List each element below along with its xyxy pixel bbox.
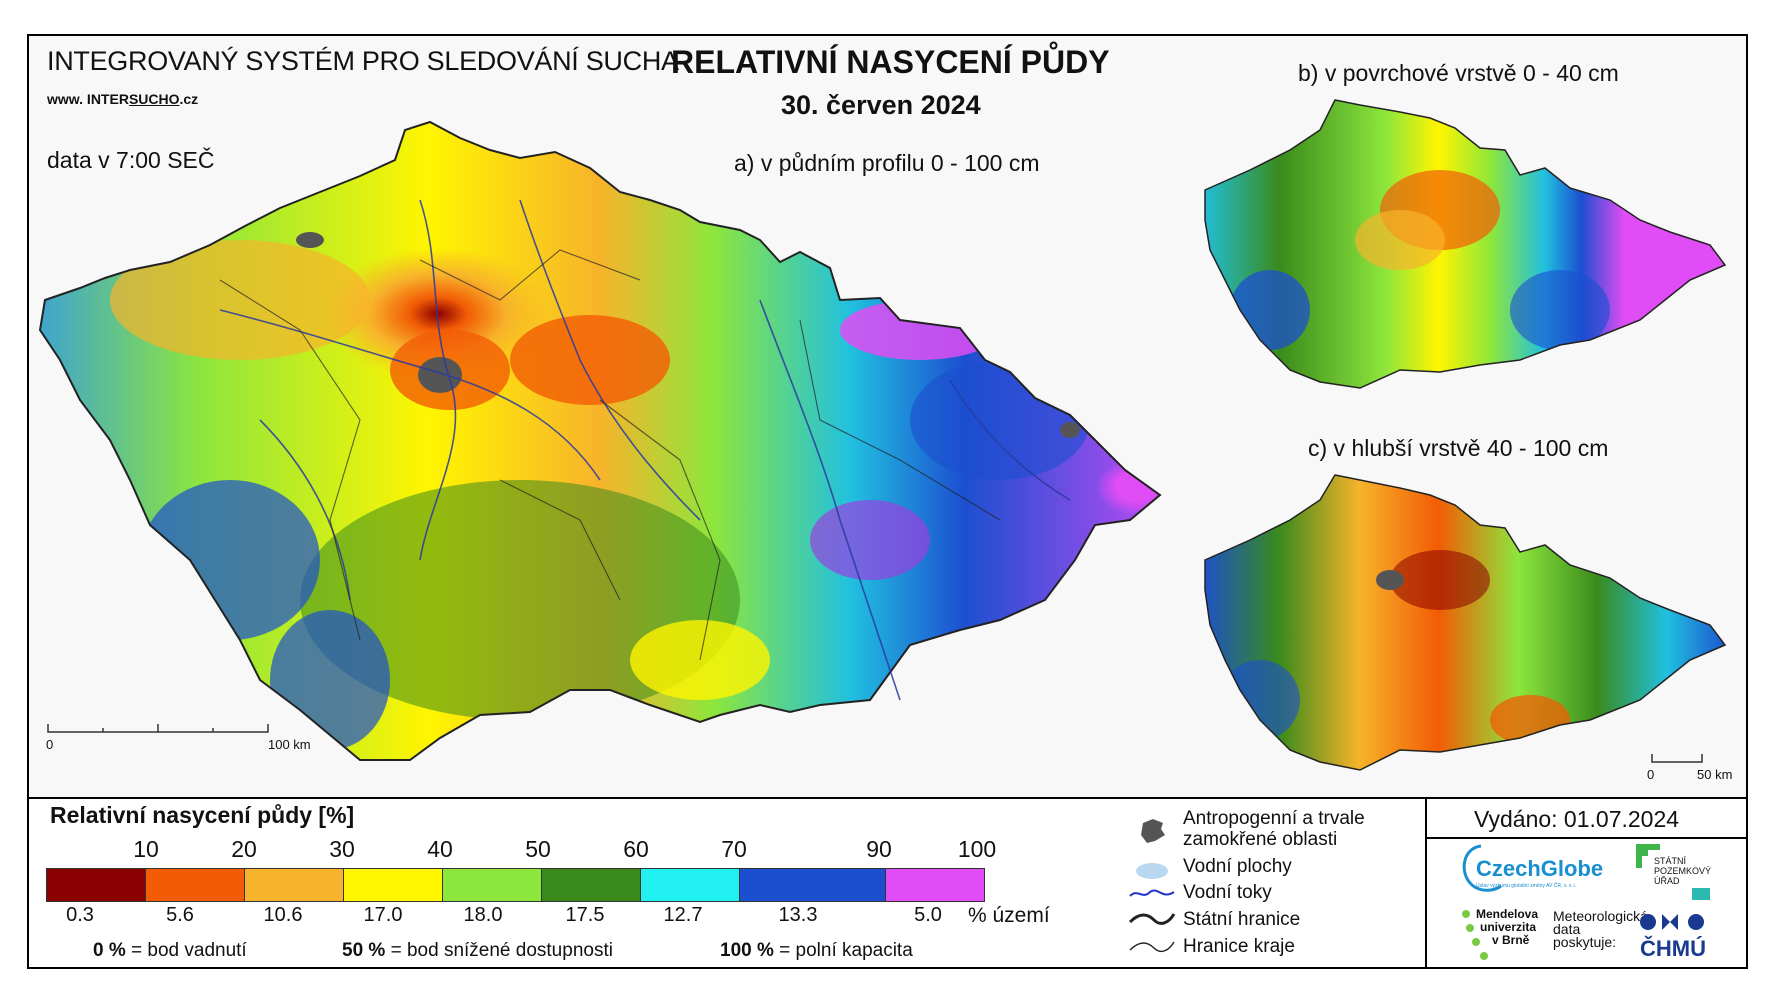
map-c-label: c) v hlubší vrstvě 40 - 100 cm — [1308, 435, 1609, 461]
map-a-label: a) v půdním profilu 0 - 100 cm — [734, 150, 1040, 176]
issued-date: Vydáno: 01.07.2024 — [1474, 806, 1680, 832]
map-date: 30. červen 2024 — [781, 90, 981, 120]
web-mid: SUCHO — [128, 91, 180, 107]
mendel-university-logo — [1462, 910, 1488, 960]
legend-color-bar — [46, 868, 985, 902]
anthropogenic-area-icon — [1141, 819, 1165, 843]
spu-name: STÁTNÍ POZEMKOVÝ ÚŘAD — [1654, 856, 1712, 886]
legend-tick: 100 — [957, 836, 997, 862]
legend-swatch — [740, 869, 886, 901]
symbol-anthropogenic-line2: zamokřené oblasti — [1183, 829, 1338, 850]
website-link[interactable]: www. INTERSUCHO.cz — [47, 91, 198, 107]
legend-swatch — [146, 869, 245, 901]
legend-area-pct: 17.5 — [565, 904, 605, 926]
legend-area-pct: 10.6 — [263, 904, 303, 926]
legend-tick: 60 — [623, 836, 649, 862]
legend-area-pct: 5.0 — [914, 904, 942, 926]
map-c-scale-bar — [1651, 754, 1703, 763]
web-suffix: .cz — [179, 91, 199, 107]
legend-tick: 50 — [525, 836, 551, 862]
symbol-water-bodies: Vodní plochy — [1183, 856, 1292, 877]
legend-swatch — [344, 869, 443, 901]
legend-swatch — [542, 869, 641, 901]
map-c-scale-max: 50 km — [1697, 767, 1733, 782]
legend-pct-unit: % území — [968, 904, 1050, 927]
issued-divider — [1427, 837, 1746, 839]
legend-tick: 70 — [721, 836, 747, 862]
spu-accent-icon — [1692, 888, 1710, 900]
definition-wilting: 0 % = bod vadnutí — [93, 940, 247, 961]
web-prefix: www. INTER — [47, 91, 129, 107]
mendel-university-name: Mendelova univerzita v Brně — [1476, 907, 1539, 947]
chmu-name: ČHMÚ — [1640, 936, 1706, 961]
chmu-logo-icon — [1640, 914, 1704, 930]
legend-tick: 90 — [866, 836, 892, 862]
legend-tick: 30 — [329, 836, 355, 862]
spu-logo — [1636, 844, 1660, 868]
legend-area-pct: 17.0 — [363, 904, 403, 926]
legend-swatch — [245, 869, 344, 901]
legend-area-pct: 12.7 — [663, 904, 703, 926]
data-time: data v 7:00 SEČ — [47, 147, 215, 173]
meteo-data-note: Meteorologická data poskytuje: — [1553, 908, 1648, 950]
system-title: INTEGROVANÝ SYSTÉM PRO SLEDOVÁNÍ SUCHA — [47, 46, 679, 76]
region-border-icon — [1129, 941, 1175, 953]
map-a-scale-zero: 0 — [46, 737, 54, 752]
legend-tick: 10 — [133, 836, 159, 862]
page-title: RELATIVNÍ NASYCENÍ PŮDY — [671, 44, 1110, 80]
state-border-icon — [1128, 913, 1176, 925]
water-body-icon — [1136, 863, 1168, 879]
map-b-label: b) v povrchové vrstvě 0 - 40 cm — [1298, 60, 1619, 86]
symbol-state-border: Státní hranice — [1183, 909, 1301, 930]
symbol-rivers: Vodní toky — [1183, 882, 1272, 903]
symbol-anthropogenic-line1: Antropogenní a trvale — [1183, 808, 1365, 829]
symbol-region-border: Hranice kraje — [1183, 936, 1295, 957]
map-a-scale-bar — [47, 724, 269, 733]
definition-capacity: 100 % = polní kapacita — [720, 940, 913, 961]
legend-swatch — [886, 869, 984, 901]
legend-tick: 20 — [231, 836, 257, 862]
legend-swatch — [47, 869, 146, 901]
czechglobe-name: CzechGlobe — [1476, 856, 1604, 881]
czechglobe-subtitle: Ústav výzkumu globální změny AV ČR, v. v… — [1476, 883, 1577, 889]
legend-area-pct: 5.6 — [166, 904, 194, 926]
legend-tick: 40 — [427, 836, 453, 862]
czechglobe-logo — [1462, 844, 1502, 892]
map-c-scale-zero: 0 — [1647, 767, 1655, 782]
legend-area-pct: 13.3 — [778, 904, 818, 926]
river-icon — [1129, 889, 1175, 897]
issued-box — [1425, 799, 1748, 969]
legend-title: Relativní nasycení půdy [%] — [50, 802, 355, 828]
definition-reduced: 50 % = bod snížené dostupnosti — [342, 940, 613, 961]
map-a-scale-max: 100 km — [268, 737, 311, 752]
legend-swatch — [443, 869, 542, 901]
legend-swatch — [641, 869, 740, 901]
legend-area-pct: 18.0 — [463, 904, 503, 926]
legend-area-pct: 0.3 — [66, 904, 94, 926]
